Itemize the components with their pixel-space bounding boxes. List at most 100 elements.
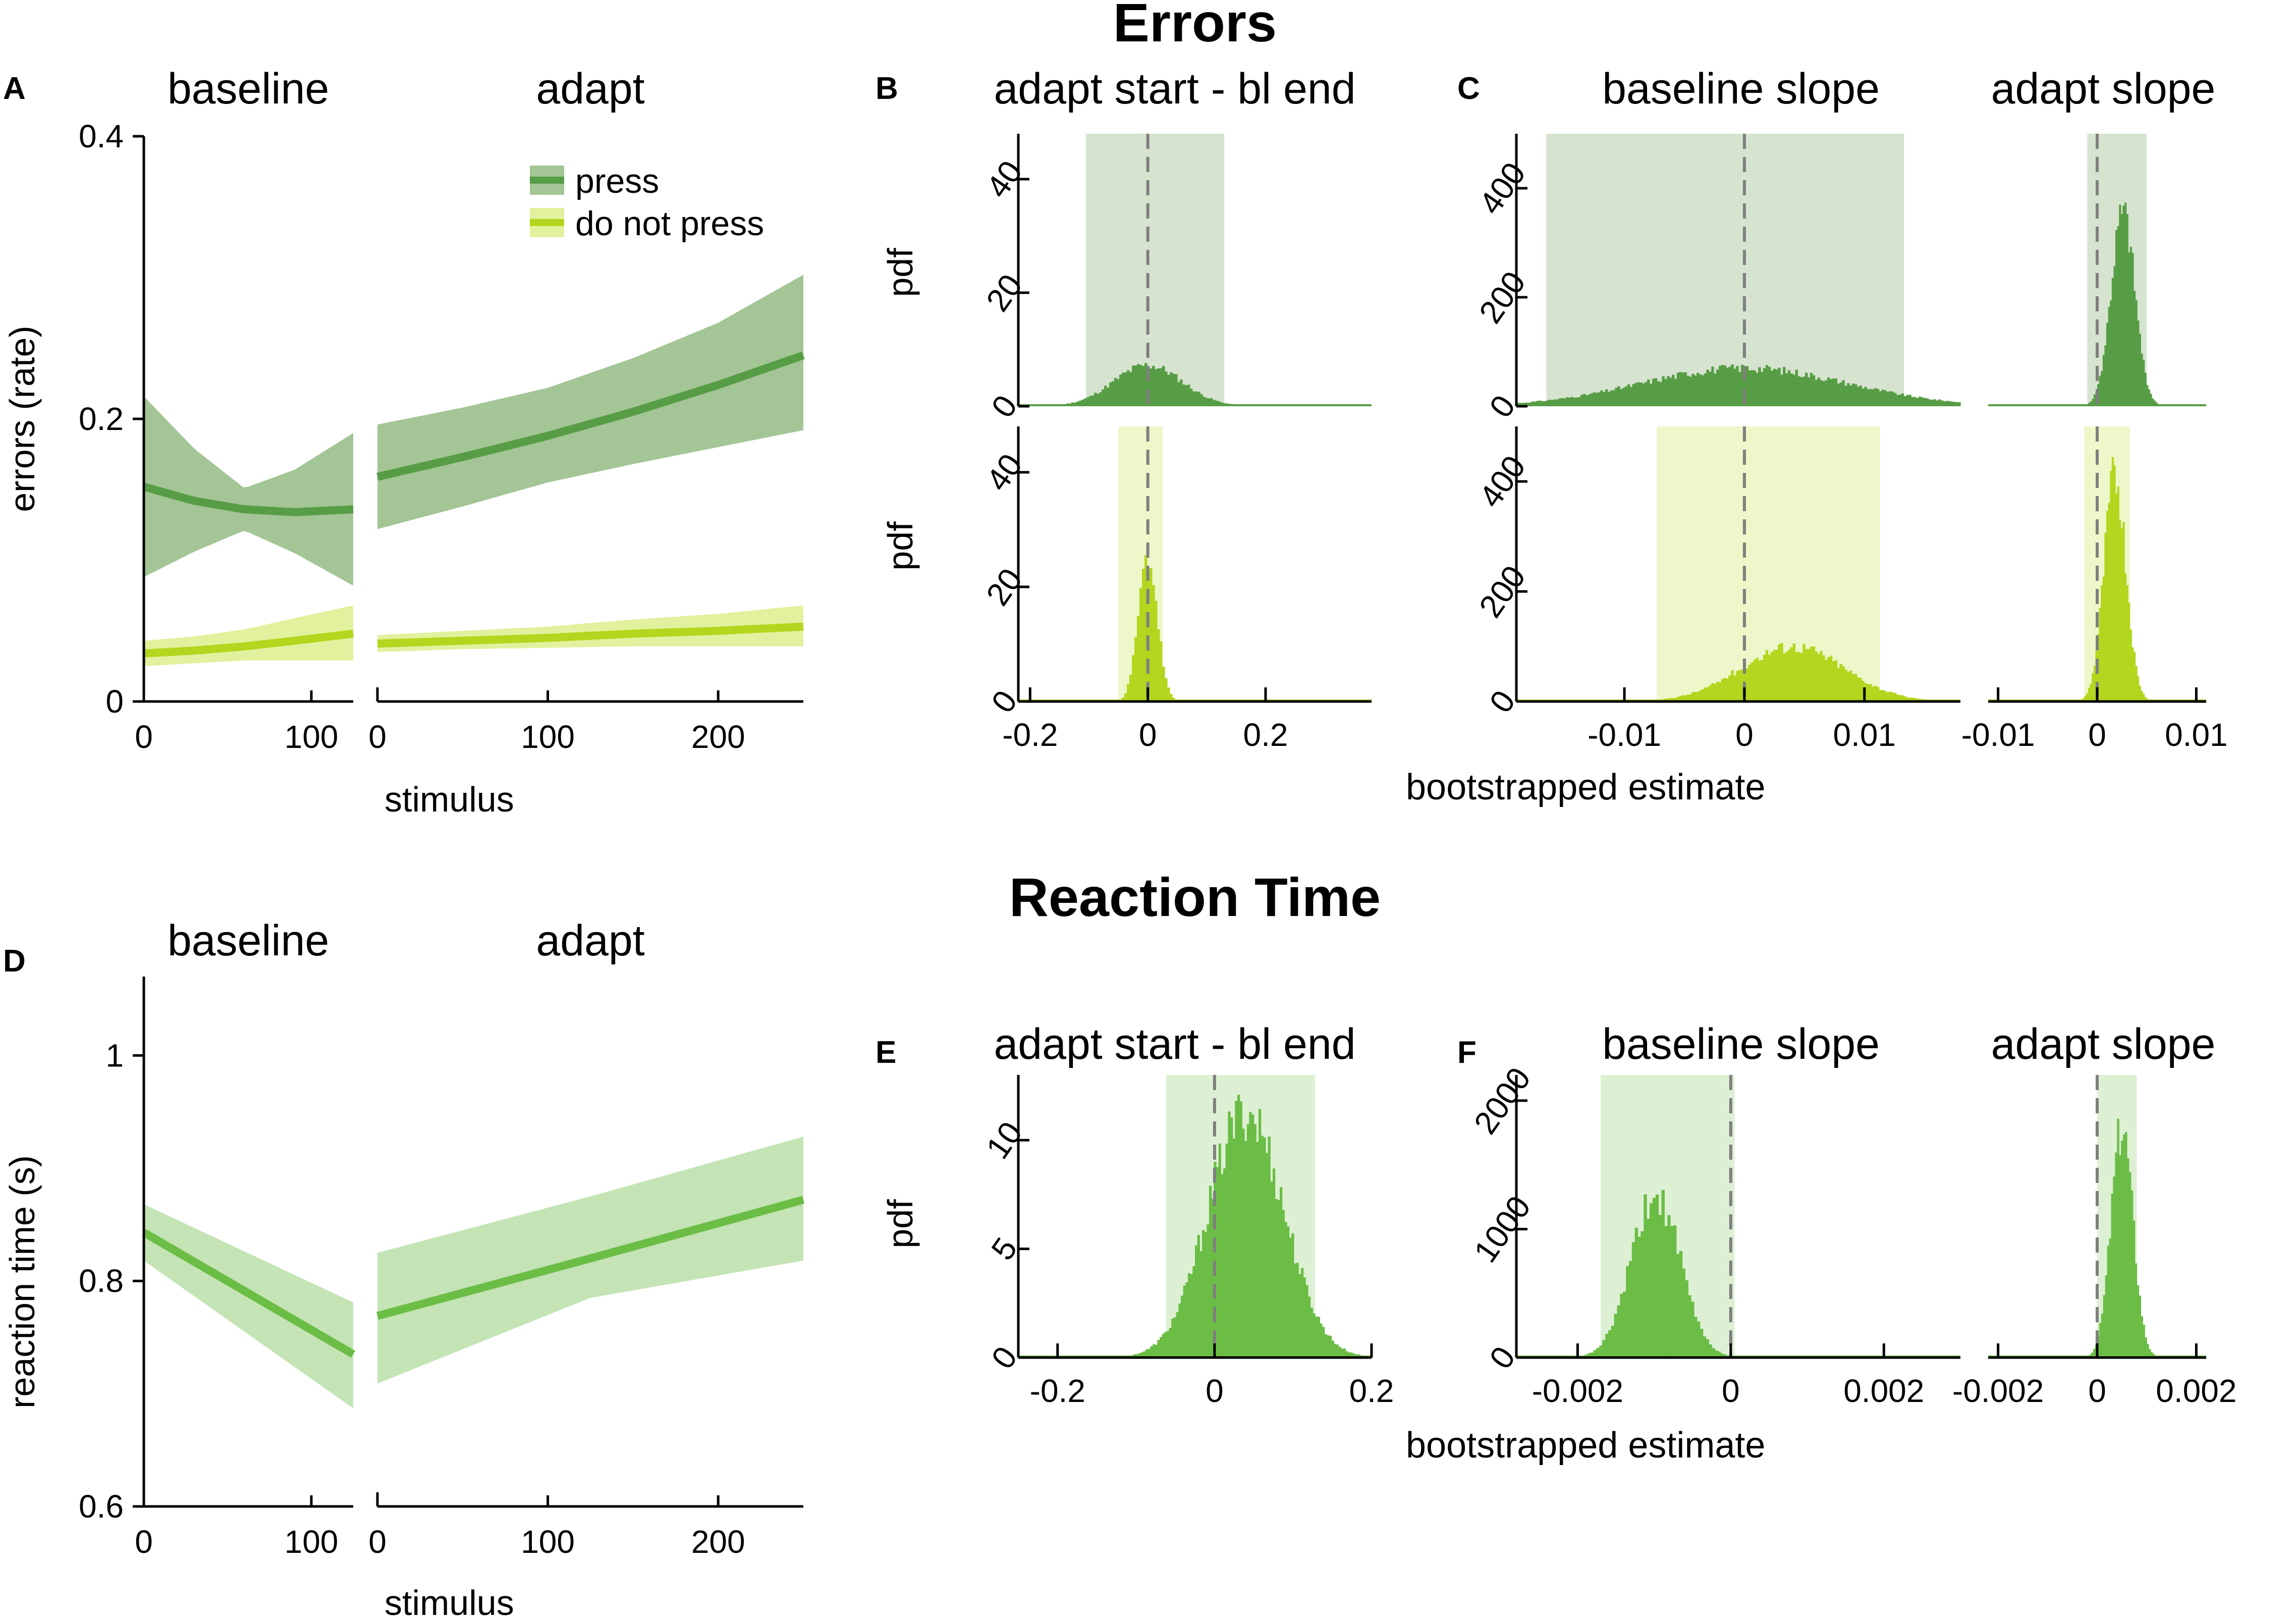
x-tick-label: 200 xyxy=(691,719,745,755)
histogram-bar xyxy=(1849,670,1852,701)
y-tick-label: 200 xyxy=(1472,559,1533,624)
histogram-bar xyxy=(1289,1237,1292,1358)
histogram-bar xyxy=(1305,1285,1308,1358)
histogram-bar xyxy=(2113,465,2116,701)
histogram-bar xyxy=(1928,399,1931,406)
histogram-bar xyxy=(1600,390,1603,406)
histogram-bar xyxy=(1137,616,1140,701)
histogram-bar xyxy=(1282,1210,1285,1358)
histogram-bar xyxy=(2130,1190,2134,1358)
x-tick-label: 0 xyxy=(135,1524,153,1560)
histogram-bar xyxy=(1889,691,1892,701)
mean-line-press-baseline xyxy=(142,482,354,516)
histogram-bar xyxy=(1595,393,1598,406)
histogram-bar xyxy=(1721,365,1724,406)
histogram-bar xyxy=(1215,400,1218,406)
y-tick-label: 0.8 xyxy=(79,1263,124,1299)
histogram-bar xyxy=(2104,345,2107,406)
x-tick-label: -0.01 xyxy=(1961,717,2035,753)
x-tick-label: -0.2 xyxy=(1002,717,1058,753)
panel-a-errors-line-chart: 0 0.2 0.4 0 100 0 100 200 baseline adapt errors… xyxy=(3,65,805,819)
histogram-bar xyxy=(1249,1112,1252,1358)
histogram-bar xyxy=(1711,683,1714,701)
y-tick-label: 400 xyxy=(1472,449,1533,514)
histogram-bar xyxy=(1712,1348,1715,1358)
histogram-bar xyxy=(1097,394,1100,406)
histogram-bar xyxy=(1210,398,1213,406)
histogram-bar xyxy=(1645,382,1648,406)
histogram-bar xyxy=(1327,1335,1330,1358)
histogram-bar xyxy=(1102,389,1105,406)
histogram-bar xyxy=(1688,1295,1691,1358)
histogram-bar xyxy=(1086,397,1089,406)
histogram-bar xyxy=(1188,1273,1191,1358)
histogram-bar xyxy=(1709,685,1712,701)
histogram-bar xyxy=(1144,363,1147,406)
histogram-bar xyxy=(1588,394,1591,406)
histogram-bar xyxy=(1681,695,1685,701)
histogram-bar xyxy=(1785,652,1788,701)
histogram-bar xyxy=(2119,1155,2121,1358)
histogram-bar xyxy=(1124,372,1127,406)
histogram-bar xyxy=(1815,380,1818,406)
histogram-bar xyxy=(1551,400,1554,406)
histogram-bar xyxy=(1926,398,1929,406)
histogram-bar xyxy=(1700,1329,1704,1358)
histogram-bar xyxy=(1872,686,1875,701)
histogram-bar xyxy=(2155,402,2158,406)
histogram-bar xyxy=(1169,1328,1172,1358)
histogram-bar xyxy=(1825,380,1828,406)
x-tick-label: 0 xyxy=(1735,717,1754,753)
panel-d-subtitle-baseline: baseline xyxy=(168,916,329,965)
panel-a-legend: press do not press xyxy=(530,162,764,243)
histogram-bar xyxy=(1315,1316,1318,1358)
histogram-bar xyxy=(2093,394,2096,406)
histogram-bar xyxy=(1284,1222,1287,1358)
histogram-bar xyxy=(1626,1266,1629,1358)
histogram-bar xyxy=(1879,391,1882,406)
histogram-bar xyxy=(1844,669,1847,701)
histogram-bar xyxy=(1691,1302,1694,1358)
panel-letter-d: D xyxy=(3,944,26,979)
histogram-bar xyxy=(1287,1226,1290,1358)
confidence-interval-region xyxy=(1546,134,1904,406)
histogram-bar xyxy=(1171,1318,1174,1358)
histogram-bar xyxy=(1197,392,1200,406)
histogram-bar xyxy=(1178,1303,1181,1358)
x-tick-label: -0.2 xyxy=(1030,1373,1085,1409)
histogram-bar xyxy=(2119,204,2121,406)
histogram-bar xyxy=(1854,674,1857,701)
histogram-bar xyxy=(1726,367,1729,406)
histogram-bar xyxy=(1235,1101,1238,1358)
histogram-bar xyxy=(2128,603,2130,701)
histogram-bar xyxy=(1812,646,1816,701)
histogram-bar xyxy=(1756,372,1759,406)
histogram-bar xyxy=(1792,374,1796,406)
panel-e-title: adapt start - bl end xyxy=(994,1020,1355,1068)
histogram-bar xyxy=(2133,1220,2136,1358)
histogram-bar xyxy=(1945,401,1949,406)
histogram-bar xyxy=(1268,1137,1271,1358)
histogram-bar xyxy=(1701,689,1705,701)
histogram-bar xyxy=(1686,694,1689,701)
histogram-bar xyxy=(2144,372,2147,406)
histogram-bar xyxy=(1629,387,1633,406)
histogram-bar xyxy=(1558,398,1561,406)
histogram-bar xyxy=(2092,399,2094,406)
mean-line-do-not-press-baseline xyxy=(143,629,354,658)
panel-letter-c: C xyxy=(1457,71,1480,106)
histogram-bar xyxy=(2099,375,2101,406)
histogram-bar xyxy=(1590,393,1594,406)
histogram-bar xyxy=(1142,366,1145,406)
histogram-bar xyxy=(1350,1353,1353,1358)
histogram-bar xyxy=(1901,695,1904,701)
histogram-bar xyxy=(1829,656,1833,701)
histogram-bar xyxy=(1659,382,1663,406)
histogram-bar xyxy=(1862,681,1865,701)
histogram-bar xyxy=(1916,398,1919,406)
histogram-bar xyxy=(1906,697,1909,701)
histogram-bar xyxy=(1331,1340,1334,1358)
histogram-bar xyxy=(1856,387,1860,406)
histogram-bar xyxy=(2093,666,2096,701)
